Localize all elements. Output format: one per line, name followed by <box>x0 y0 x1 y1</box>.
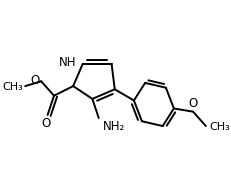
Text: CH₃: CH₃ <box>2 82 23 92</box>
Text: NH₂: NH₂ <box>102 120 125 133</box>
Text: O: O <box>188 97 197 110</box>
Text: CH₃: CH₃ <box>208 122 229 132</box>
Text: O: O <box>30 74 40 87</box>
Text: NH: NH <box>59 56 76 69</box>
Text: O: O <box>41 117 50 130</box>
